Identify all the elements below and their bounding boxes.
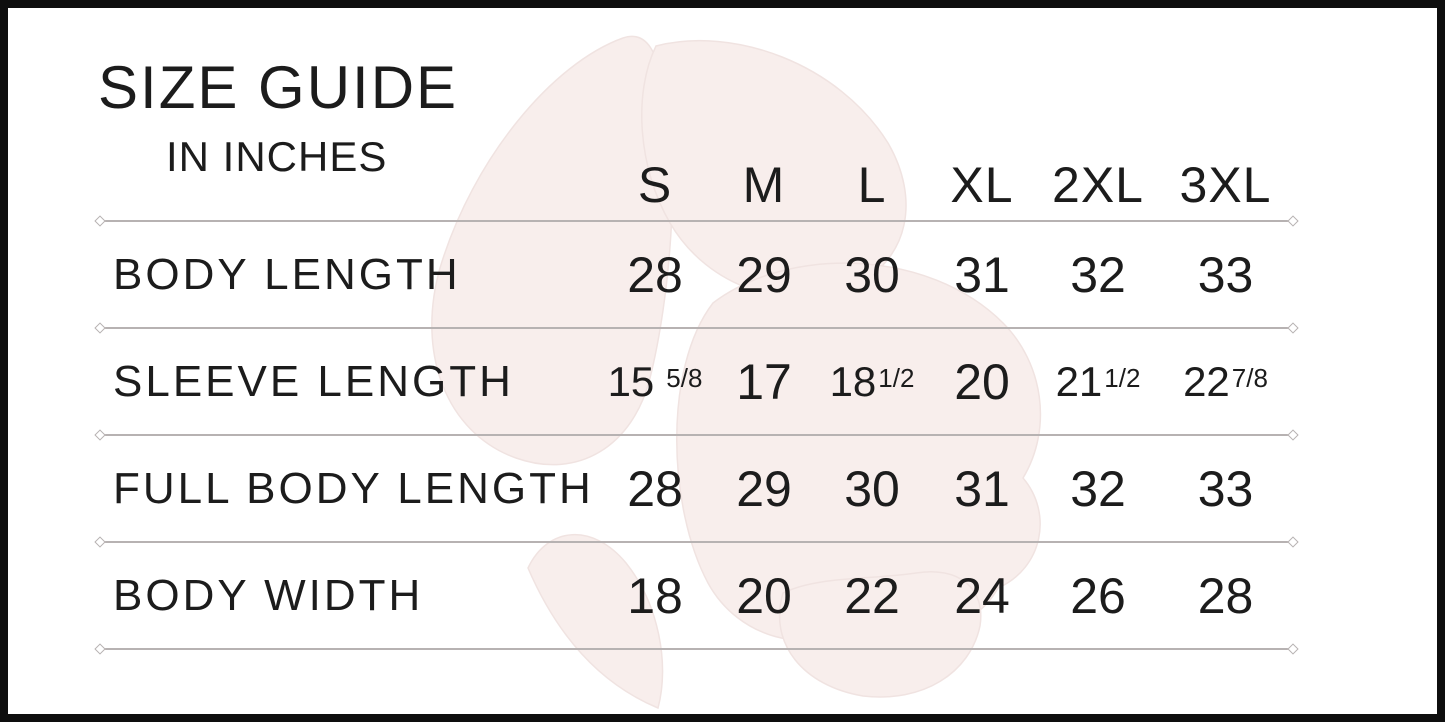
size-value: 26	[1038, 567, 1158, 625]
row-divider	[100, 648, 1293, 650]
size-value: 28	[1158, 567, 1293, 625]
value-whole: 33	[1197, 246, 1254, 303]
size-value: 20	[710, 567, 818, 625]
value-whole: 33	[1197, 460, 1254, 517]
size-value: 28	[600, 246, 710, 304]
value-fraction: 5/8	[666, 362, 703, 393]
value-whole: 18	[829, 357, 877, 405]
size-table-header: S M L XL 2XL 3XL	[100, 148, 1293, 220]
size-value: 30	[818, 460, 926, 518]
value-whole: 28	[1197, 567, 1254, 624]
value-whole: 31	[954, 246, 1010, 303]
value-whole: 15	[607, 357, 655, 405]
size-value: 211/2	[1038, 358, 1158, 406]
row-divider	[100, 220, 1293, 222]
value-fraction: 1/2	[878, 362, 915, 393]
value-whole: 28	[627, 246, 683, 303]
column-header-s: S	[637, 157, 673, 213]
value-whole: 32	[1070, 460, 1126, 517]
value-whole: 30	[844, 460, 900, 517]
value-fraction: 7/8	[1231, 362, 1268, 393]
size-value: 17	[710, 353, 818, 411]
size-value: 31	[926, 246, 1038, 304]
row-label: BODY LENGTH	[113, 249, 461, 299]
size-value: 18	[600, 567, 710, 625]
size-value: 15 5/8	[600, 358, 710, 406]
value-whole: 22	[844, 567, 900, 624]
value-whole: 26	[1070, 567, 1126, 624]
value-whole: 30	[844, 246, 900, 303]
size-value: 181/2	[818, 358, 926, 406]
row-divider	[100, 541, 1293, 543]
size-value: 33	[1158, 460, 1293, 518]
value-whole: 18	[627, 567, 683, 624]
value-whole: 21	[1055, 357, 1103, 405]
row-divider	[100, 434, 1293, 436]
value-fraction: 1/2	[1104, 362, 1141, 393]
value-whole: 17	[736, 353, 792, 410]
row-divider	[100, 327, 1293, 329]
row-label: FULL BODY LENGTH	[113, 463, 594, 513]
page-title: SIZE GUIDE	[98, 54, 459, 121]
value-whole: 28	[627, 460, 683, 517]
value-whole: 20	[736, 567, 792, 624]
size-table-body: BODY LENGTH 28 29 30 31 32 33 SLEEVE LENGTH 15 5/…	[100, 222, 1293, 650]
size-value: 20	[926, 353, 1038, 411]
size-value: 22	[818, 567, 926, 625]
size-value: 227/8	[1158, 358, 1293, 406]
value-whole: 32	[1070, 246, 1126, 303]
table-row: BODY WIDTH 18 20 22 24 26 28	[100, 543, 1293, 648]
size-value: 32	[1038, 246, 1158, 304]
page-subtitle: IN INCHES	[166, 133, 388, 180]
size-value: 33	[1158, 246, 1293, 304]
column-header-2xl: 2XL	[1052, 157, 1144, 213]
value-whole: 24	[954, 567, 1010, 624]
size-value: 30	[818, 246, 926, 304]
value-whole: 20	[954, 353, 1010, 410]
size-value: 28	[600, 460, 710, 518]
table-row: BODY LENGTH 28 29 30 31 32 33	[100, 222, 1293, 327]
size-table: S M L XL 2XL 3XL BODY LENGTH 28 29 30 31 32 33…	[100, 148, 1293, 650]
column-header-m: M	[742, 157, 786, 213]
table-row: SLEEVE LENGTH 15 5/8 17 181/2 20 211/2 227/8	[100, 329, 1293, 434]
value-whole: 29	[736, 246, 792, 303]
size-value: 29	[710, 460, 818, 518]
size-value: 32	[1038, 460, 1158, 518]
value-whole: 31	[954, 460, 1010, 517]
column-header-l: L	[857, 157, 887, 213]
value-whole: 22	[1183, 357, 1230, 405]
row-label: BODY WIDTH	[113, 570, 424, 620]
size-value: 24	[926, 567, 1038, 625]
column-header-xl: XL	[950, 157, 1014, 213]
column-header-3xl: 3XL	[1179, 157, 1272, 213]
row-label: SLEEVE LENGTH	[113, 356, 514, 406]
table-row: FULL BODY LENGTH 28 29 30 31 32 33	[100, 436, 1293, 541]
value-whole: 29	[736, 460, 792, 517]
size-value: 29	[710, 246, 818, 304]
size-value: 31	[926, 460, 1038, 518]
